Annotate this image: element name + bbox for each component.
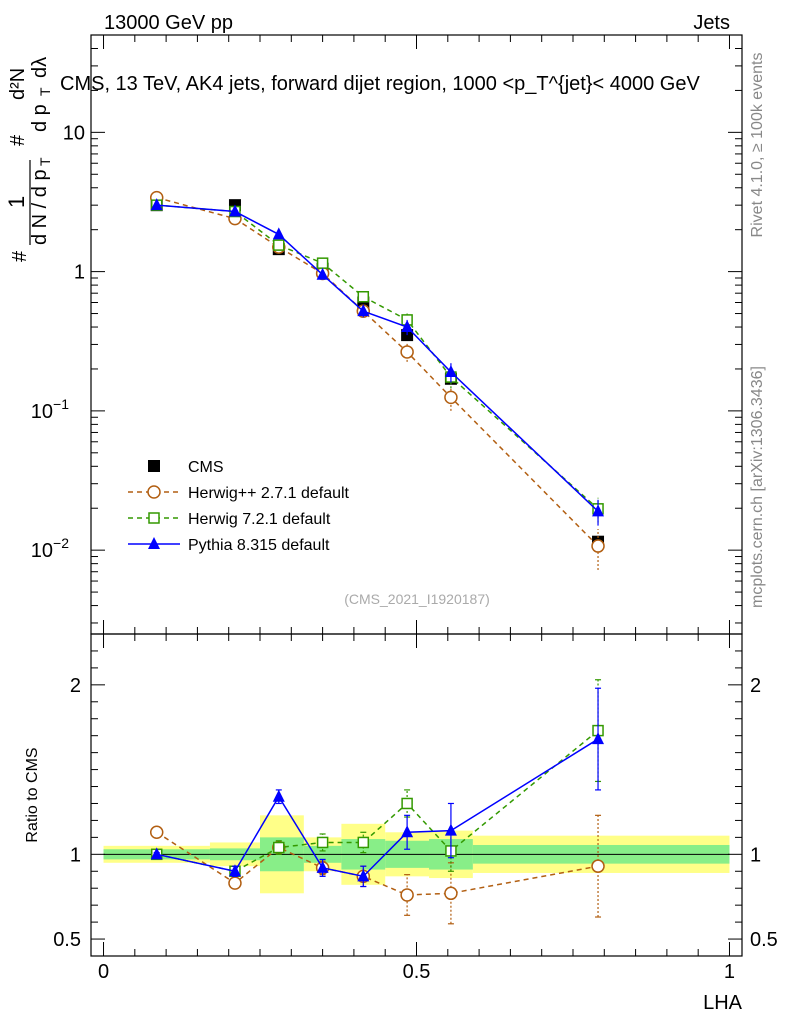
- series-line: [156, 204, 599, 510]
- x-tick-label: 0.5: [403, 961, 431, 983]
- data-point: [228, 204, 241, 217]
- data-point: [273, 239, 285, 251]
- legend: CMS Herwig++ 2.7.1 default Herwig 7.2.1 de…: [128, 459, 350, 554]
- y-tick-label: 10−2: [31, 535, 69, 562]
- ratio-point: [400, 888, 414, 902]
- y-tick-label: 10: [63, 122, 85, 144]
- legend-label: Pythia 8.315 default: [188, 537, 330, 554]
- main-plot: 10−2 10−1 1 10 CMS, 13 TeV, AK4 jets, forwa…: [31, 34, 743, 635]
- main-ylabel-denom: d N / d p: [29, 169, 51, 245]
- header-left: 13000 GeV pp: [104, 12, 233, 34]
- ratio-y-tick-label-right: 0.5: [750, 929, 778, 951]
- ratio-ylabel: Ratio to CMS: [24, 747, 41, 842]
- legend-entry: Herwig++ 2.7.1 default: [128, 485, 350, 502]
- data-point: [357, 304, 370, 317]
- data-point: [316, 267, 329, 280]
- x-axis-label: LHA: [703, 992, 743, 1014]
- ratio-y-tick-label-right: 1: [750, 844, 761, 866]
- ratio-y-tick-label: 2: [70, 675, 81, 697]
- data-point: [272, 227, 285, 240]
- main-title: CMS, 13 TeV, AK4 jets, forward dijet reg…: [60, 73, 700, 95]
- data-point: [592, 504, 605, 517]
- series-line: [156, 204, 599, 512]
- legend-marker: [148, 460, 160, 472]
- x-tick-label: 1: [724, 961, 735, 983]
- ratio-point: [401, 797, 413, 810]
- ratio-point: [316, 836, 329, 849]
- watermark: (CMS_2021_I1920187): [344, 591, 490, 607]
- ratio-point: [150, 847, 163, 860]
- ratio-line: [156, 730, 599, 873]
- legend-label: CMS: [188, 459, 224, 476]
- main-ylabel-one: 1: [4, 196, 29, 208]
- ratio-point: [357, 836, 370, 849]
- data-point: [591, 539, 605, 553]
- data-point: [444, 390, 458, 405]
- series-line: [156, 196, 599, 547]
- data-point: [357, 290, 370, 303]
- legend-label: Herwig++ 2.7.1 default: [188, 485, 350, 502]
- main-ylabel-hash-1: #: [9, 250, 31, 262]
- ratio-y-tick-label: 0.5: [53, 929, 81, 951]
- ratio-point: [316, 860, 329, 873]
- legend-entry: CMS: [148, 459, 224, 476]
- main-ylabel-hash-2: #: [7, 134, 29, 146]
- ratio-point: [592, 732, 605, 745]
- ratio-point: [591, 859, 605, 873]
- legend-label: Herwig 7.2.1 default: [188, 511, 331, 528]
- ratio-series-2: [150, 687, 605, 888]
- series-3: [150, 198, 605, 526]
- rivet-label: Rivet 4.1.0, ≥ 100k events: [749, 53, 766, 238]
- mcplots-label: mcplots.cern.ch [arXiv:1306.3436]: [749, 366, 766, 608]
- ratio-point: [228, 876, 242, 890]
- y-tick-label: 10−1: [31, 396, 69, 423]
- data-point: [400, 345, 414, 359]
- main-ylabel-numer: d²N: [7, 68, 29, 100]
- ratio-line: [156, 738, 599, 878]
- main-ylabel-dlambda: dλ: [29, 57, 51, 78]
- ratio-y-tick-label-right: 2: [750, 675, 761, 697]
- legend-marker: [147, 485, 161, 499]
- legend-marker: [148, 537, 160, 549]
- x-tick-label: 0: [98, 961, 109, 983]
- main-ylabel: # 1 d N / d p T # d p T dλ d²N: [4, 57, 53, 262]
- ratio-point: [228, 864, 241, 877]
- ratio-point: [272, 789, 285, 802]
- ratio-point: [401, 825, 414, 838]
- main-ylabel-dpt: d p: [29, 104, 51, 132]
- ratio-point: [444, 886, 458, 901]
- header-right: Jets: [693, 12, 730, 34]
- data-point: [316, 257, 329, 269]
- ratio-point: [444, 823, 457, 836]
- legend-entry: Herwig 7.2.1 default: [128, 511, 331, 528]
- legend-marker: [148, 512, 160, 524]
- data-point: [444, 365, 457, 378]
- y-tick-label: 1: [74, 262, 85, 284]
- ratio-point: [149, 825, 164, 840]
- ratio-plot: 0.5 0.5 1 1 2 2 0 0.5 1 Ratio to CMS LHA: [24, 633, 778, 1014]
- data-point: [150, 198, 163, 211]
- ratio-y-tick-label: 1: [70, 844, 81, 866]
- data-point: [401, 320, 414, 333]
- main-ylabel-denom-sub: T: [37, 157, 53, 166]
- ratio-point: [273, 841, 285, 854]
- legend-entry: Pythia 8.315 default: [128, 537, 330, 554]
- main-ylabel-dpt-sub: T: [37, 87, 53, 96]
- ratio-point: [357, 869, 370, 882]
